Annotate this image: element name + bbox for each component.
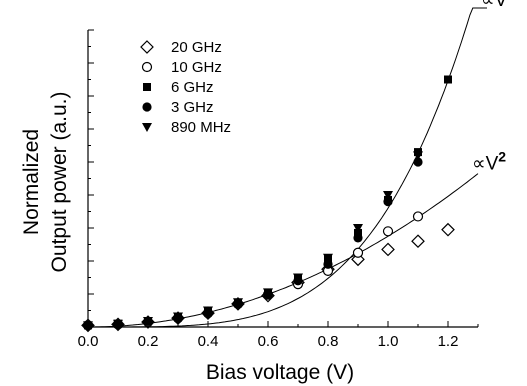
legend-marker-5 [142,123,152,132]
x-tick-label: 1.0 [378,333,399,350]
data-point-series-3 [444,75,452,84]
data-point-series-4 [323,259,333,269]
data-point-series-5 [413,151,423,161]
fit-label-exponent: 4 [507,0,515,1]
fit-label-base: ∝V [472,154,499,175]
fit-label-exponent: 2 [498,149,506,165]
data-point-series-5 [293,273,303,283]
legend: 20 GHz 10 GHz 6 GHz 3 GHz 890 MHz [140,39,231,136]
x-tick-label: 0.4 [198,333,219,350]
data-point-series-2 [412,211,424,222]
data-point-series-5 [383,191,393,200]
legend-marker-1 [140,40,154,54]
data-point-series-4 [383,197,393,207]
data-points [81,75,455,333]
data-point-series-1 [441,222,455,237]
legend-marker-3 [143,83,151,91]
data-point-series-5 [83,321,93,331]
data-point-series-4 [353,233,363,243]
x-tick-label: 0.6 [258,333,279,350]
data-point-series-1 [411,234,425,249]
x-tick-label: 0.0 [78,333,99,350]
x-tick-label: 1.2 [438,333,459,350]
data-point-series-5 [263,288,273,298]
legend-marker-4 [142,102,152,112]
data-point-series-5 [323,253,333,263]
y-axis-title-line-1: Normalized [20,129,43,235]
data-point-series-5 [173,312,183,322]
fit-curve-v4 [88,7,487,328]
legend-label-4: 3 GHz [171,99,214,116]
x-tick-label: 0.2 [138,333,159,350]
data-point-series-5 [143,317,153,327]
axis-labels: Bias voltage (V) Normalized Output power… [20,92,354,384]
fit-curve-v2 [88,173,479,328]
data-point-series-5 [233,298,243,308]
fit-label-v4: ∝V4 [481,0,515,11]
x-axis-title: Bias voltage (V) [206,361,354,384]
legend-label-2: 10 GHz [171,59,222,76]
data-point-series-1 [381,242,395,257]
data-point-series-5 [113,319,123,329]
fit-label-base: ∝V [481,0,508,11]
plot-frame: 0.0 0.2 0.4 0.6 0.8 1.0 1.2 [78,29,479,350]
data-point-series-4 [413,157,423,167]
legend-label-3: 6 GHz [171,79,214,96]
legend-label-5: 890 MHz [171,119,231,136]
data-point-series-5 [203,306,213,316]
data-point-series-5 [353,224,363,233]
data-point-series-2 [382,226,394,237]
x-tick-label: 0.8 [318,333,339,350]
y-axis-title-line-2: Output power (a.u.) [48,92,71,273]
legend-label-1: 20 GHz [171,39,222,56]
data-point-series-2 [352,247,364,258]
legend-marker-2 [141,61,153,73]
fit-label-v2: ∝V2 [472,149,506,175]
